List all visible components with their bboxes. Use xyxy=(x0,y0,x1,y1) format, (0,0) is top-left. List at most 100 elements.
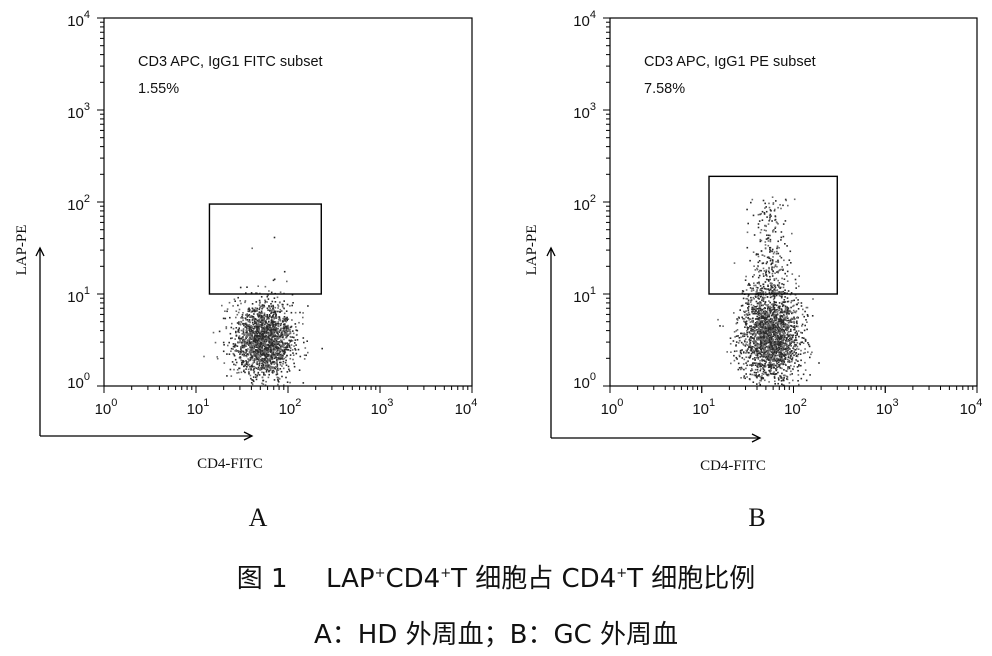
data-point xyxy=(804,351,806,354)
data-point xyxy=(773,376,776,378)
data-point xyxy=(797,374,800,376)
data-point xyxy=(283,334,286,336)
data-point xyxy=(776,284,779,286)
x-tick-label: 103 xyxy=(876,397,899,418)
data-point xyxy=(244,352,247,354)
data-point xyxy=(774,309,777,311)
data-point xyxy=(233,354,236,357)
data-point xyxy=(745,302,747,304)
data-point xyxy=(771,355,773,358)
y-tick-label: 102 xyxy=(573,193,596,214)
data-point xyxy=(781,334,784,337)
data-point xyxy=(287,318,290,320)
data-point xyxy=(766,323,768,326)
data-point xyxy=(759,301,762,304)
data-point xyxy=(263,328,266,331)
data-point xyxy=(249,326,251,328)
gate-region xyxy=(208,203,322,295)
data-point xyxy=(264,360,267,362)
data-point xyxy=(789,309,791,312)
data-point xyxy=(769,234,771,237)
data-point xyxy=(789,335,791,338)
data-point xyxy=(265,348,267,351)
data-point xyxy=(274,367,276,370)
data-point xyxy=(282,367,285,370)
data-point xyxy=(768,357,770,359)
data-point xyxy=(736,319,739,321)
data-point xyxy=(232,343,235,345)
data-point xyxy=(272,343,275,346)
data-point xyxy=(272,329,274,331)
data-point xyxy=(792,334,795,336)
data-point xyxy=(283,344,285,346)
data-point xyxy=(262,352,264,355)
data-point xyxy=(783,377,785,379)
data-point xyxy=(273,346,275,348)
data-point xyxy=(266,354,269,356)
caption-part-mid: T 细胞占 CD4 xyxy=(451,564,617,594)
data-point xyxy=(768,381,770,383)
data-point xyxy=(786,340,788,343)
data-point xyxy=(753,284,755,287)
data-point xyxy=(236,322,239,324)
data-point xyxy=(769,370,771,373)
x-tick-label: 102 xyxy=(279,397,302,418)
data-point xyxy=(763,334,765,337)
data-point xyxy=(784,311,786,314)
data-point xyxy=(286,335,288,338)
data-point xyxy=(770,336,772,338)
data-point xyxy=(771,365,774,367)
data-point xyxy=(786,306,788,308)
data-point xyxy=(281,305,284,308)
data-point xyxy=(274,324,276,326)
data-point xyxy=(247,325,249,328)
data-point xyxy=(277,334,280,337)
data-point xyxy=(783,379,785,382)
data-point xyxy=(754,359,756,361)
data-point xyxy=(775,322,777,324)
data-point xyxy=(241,338,243,341)
data-point xyxy=(763,352,766,354)
data-point xyxy=(242,332,245,334)
data-point xyxy=(776,362,778,365)
data-point xyxy=(794,339,796,341)
data-point xyxy=(756,315,758,318)
data-point xyxy=(252,380,255,383)
data-point xyxy=(262,329,265,331)
data-point xyxy=(758,303,761,305)
data-point xyxy=(753,265,755,267)
data-point xyxy=(763,366,765,368)
data-point xyxy=(796,342,799,344)
data-point xyxy=(765,356,767,359)
data-point xyxy=(277,381,280,383)
data-point xyxy=(272,353,274,356)
data-point xyxy=(243,343,246,346)
data-point xyxy=(790,364,792,367)
data-point xyxy=(780,268,782,271)
data-point xyxy=(256,321,259,323)
data-point xyxy=(289,354,292,356)
data-point xyxy=(745,316,747,318)
data-point xyxy=(757,287,759,289)
data-point xyxy=(775,365,778,368)
data-point xyxy=(751,347,753,350)
data-point xyxy=(271,309,273,311)
data-point xyxy=(754,312,756,315)
data-point xyxy=(281,357,284,359)
data-point xyxy=(294,349,297,351)
data-point xyxy=(751,328,754,331)
data-point xyxy=(257,328,259,330)
data-point xyxy=(735,356,738,359)
data-point xyxy=(775,253,778,255)
data-point xyxy=(782,325,785,328)
data-point xyxy=(752,362,754,364)
data-point xyxy=(280,356,282,358)
data-point xyxy=(788,321,790,324)
data-point xyxy=(255,356,258,359)
data-point xyxy=(778,247,780,249)
data-point xyxy=(241,342,243,345)
data-point xyxy=(264,335,267,337)
data-point xyxy=(769,328,772,331)
data-point xyxy=(771,345,774,347)
data-point xyxy=(239,356,241,358)
